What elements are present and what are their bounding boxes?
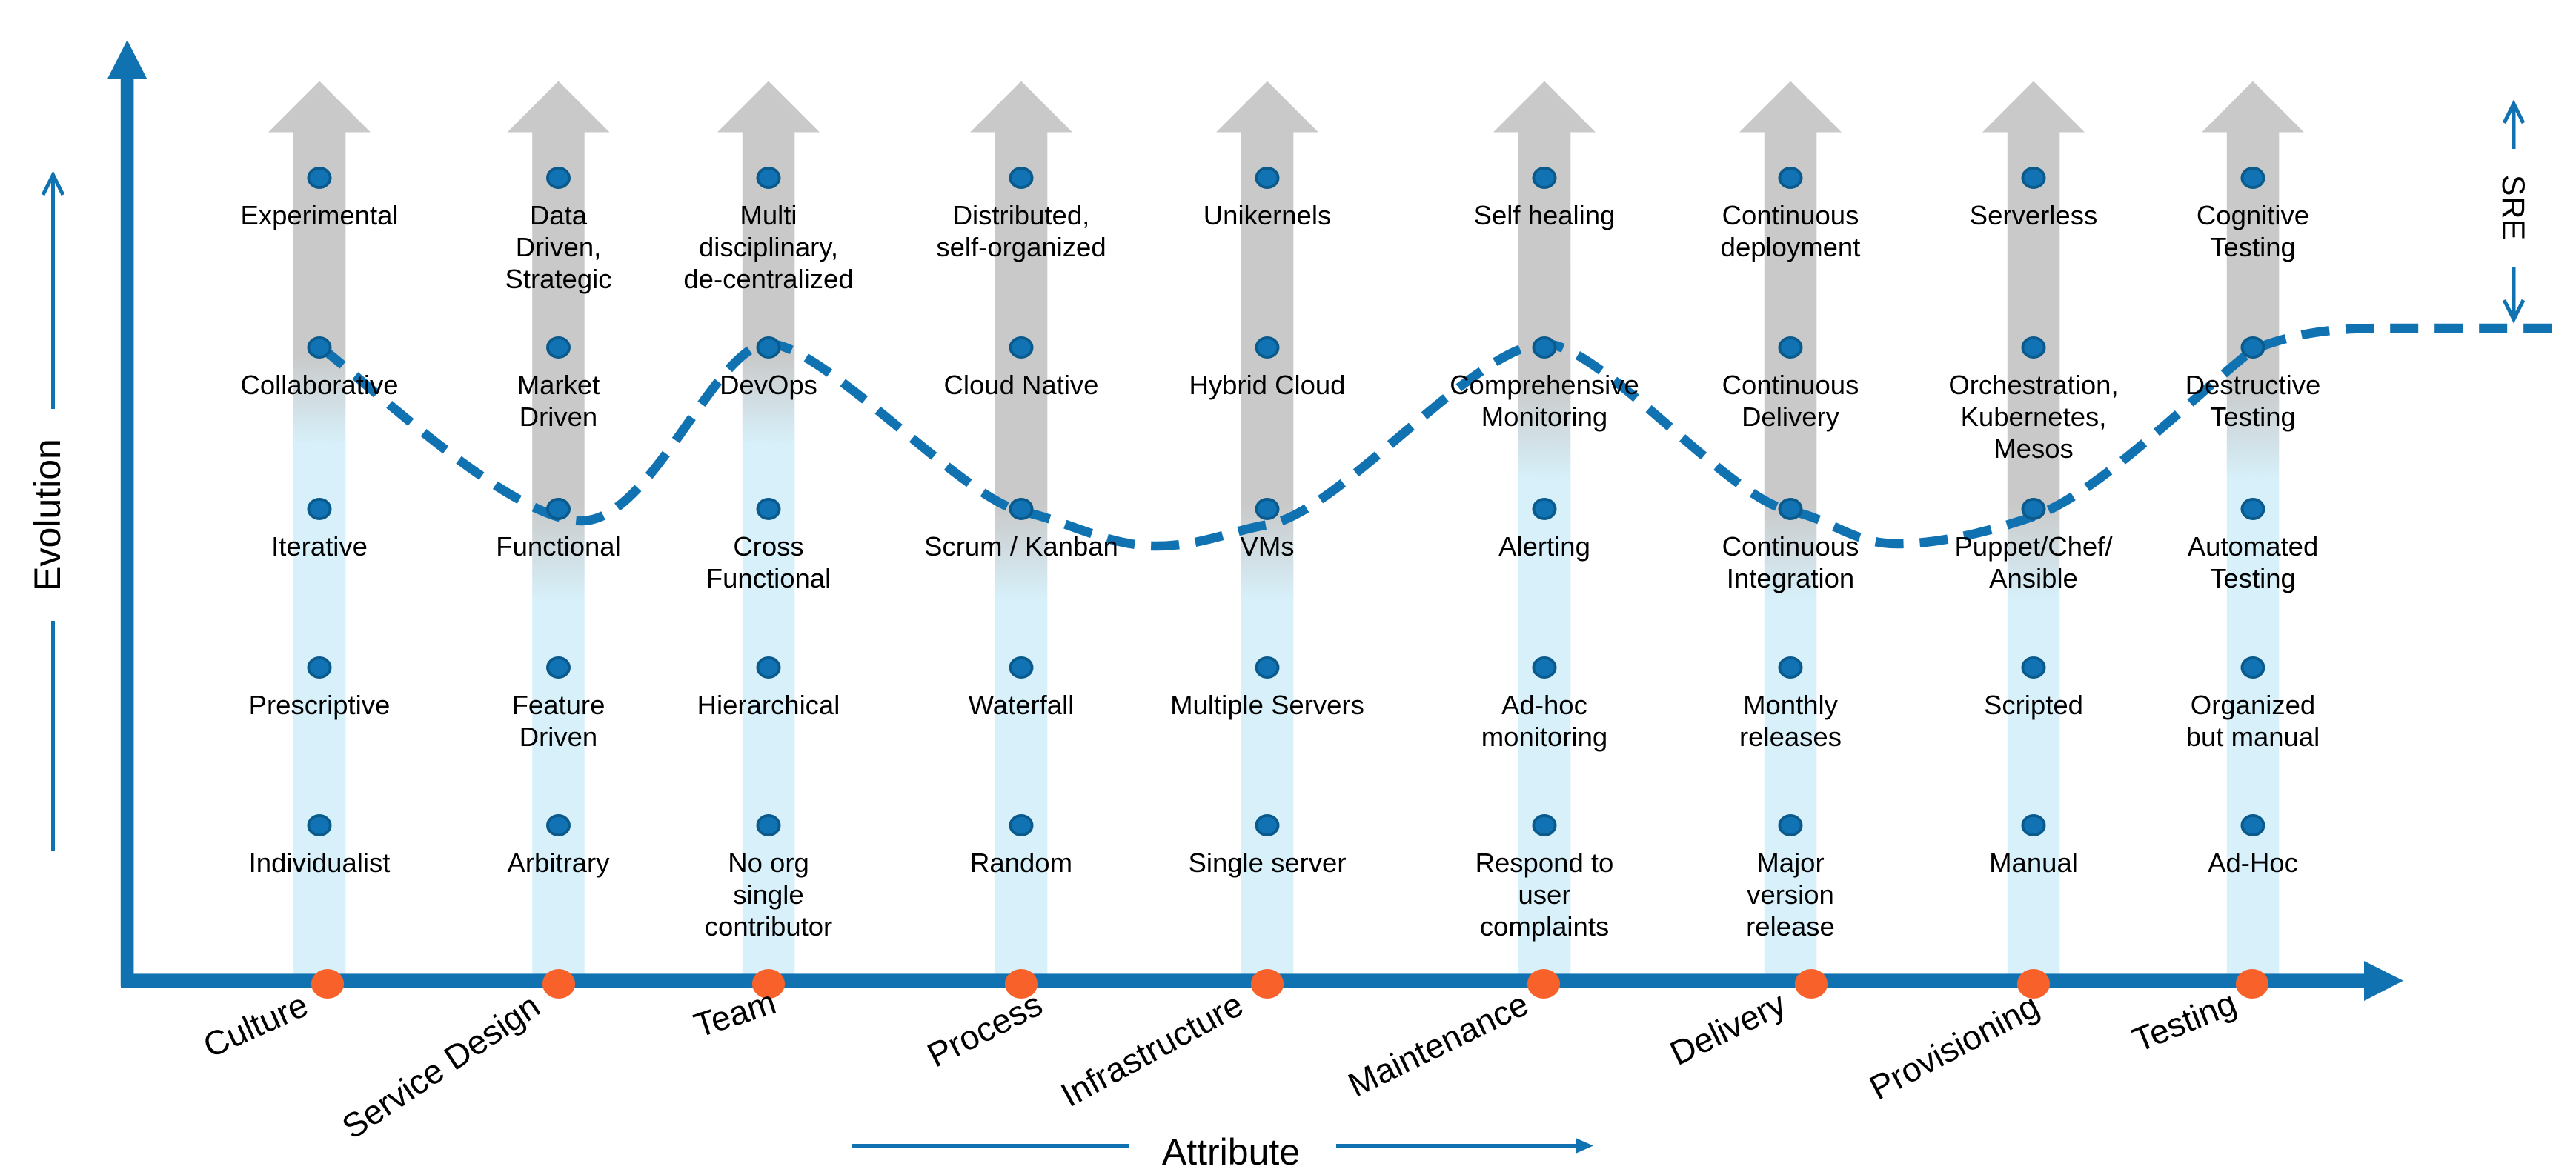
svg-text:Random: Random xyxy=(970,848,1072,878)
svg-text:Scripted: Scripted xyxy=(1984,690,2083,720)
svg-text:Iterative: Iterative xyxy=(271,531,368,562)
svg-text:Evolution: Evolution xyxy=(27,439,68,591)
svg-text:Collaborative: Collaborative xyxy=(240,370,398,400)
svg-text:Attribute: Attribute xyxy=(1162,1131,1300,1173)
svg-text:DevOps: DevOps xyxy=(720,370,817,400)
svg-text:VMs: VMs xyxy=(1241,531,1295,562)
svg-text:Arbitrary: Arbitrary xyxy=(508,848,611,878)
svg-text:Scrum / Kanban: Scrum / Kanban xyxy=(924,531,1118,562)
svg-text:Individualist: Individualist xyxy=(249,848,391,878)
svg-text:Hybrid Cloud: Hybrid Cloud xyxy=(1189,370,1346,400)
svg-text:Functional: Functional xyxy=(496,531,620,562)
svg-text:Manual: Manual xyxy=(1989,848,2078,878)
svg-text:SRE: SRE xyxy=(2495,175,2531,240)
svg-text:Ad-Hoc: Ad-Hoc xyxy=(2208,848,2298,878)
svg-text:Self healing: Self healing xyxy=(1474,200,1616,230)
svg-text:Cloud Native: Cloud Native xyxy=(944,370,1099,400)
svg-text:Unikernels: Unikernels xyxy=(1204,200,1331,230)
svg-text:Orchestration,Kubernetes,Mesos: Orchestration, Kubernetes, Mesos xyxy=(1948,370,2118,464)
svg-text:Distributed,self-organized: Distributed, self-organized xyxy=(936,200,1106,262)
svg-text:Puppet/Chef/Ansible: Puppet/Chef/Ansible xyxy=(1954,531,2113,593)
svg-text:Prescriptive: Prescriptive xyxy=(249,690,391,720)
svg-text:Single server: Single server xyxy=(1188,848,1346,878)
svg-text:Serverless: Serverless xyxy=(1970,200,2097,230)
svg-text:Alerting: Alerting xyxy=(1498,531,1590,562)
svg-text:Experimental: Experimental xyxy=(240,200,398,230)
svg-text:Multiple Servers: Multiple Servers xyxy=(1170,690,1364,720)
svg-text:Hierarchical: Hierarchical xyxy=(697,690,840,720)
svg-text:Waterfall: Waterfall xyxy=(969,690,1075,720)
